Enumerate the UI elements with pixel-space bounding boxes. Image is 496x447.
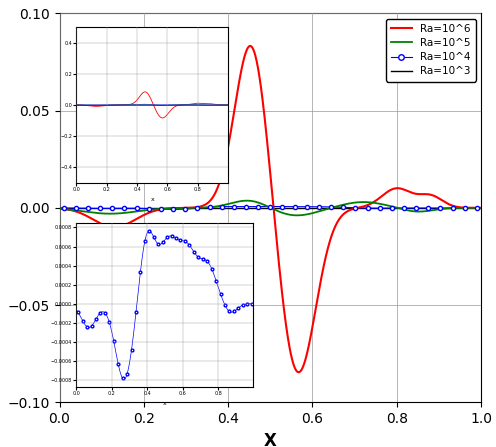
- Legend: Ra=10^6, Ra=10^5, Ra=10^4, Ra=10^3: Ra=10^6, Ra=10^5, Ra=10^4, Ra=10^3: [386, 19, 476, 81]
- X-axis label: X: X: [264, 431, 277, 447]
